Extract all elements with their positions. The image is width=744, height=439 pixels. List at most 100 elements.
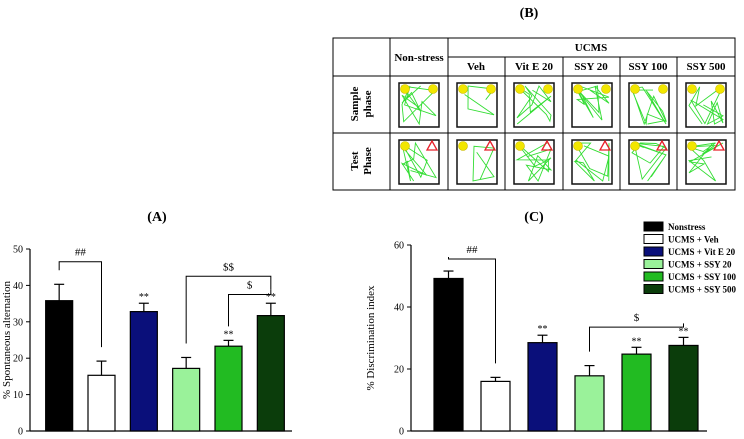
y-tick-label: 60 xyxy=(394,241,404,252)
bar-4 xyxy=(172,367,201,432)
novel-object xyxy=(655,139,669,151)
familiar-object xyxy=(458,141,468,151)
familiar-object xyxy=(573,141,583,151)
y-tick-label: 0 xyxy=(399,427,404,438)
bracket-label: $ xyxy=(247,280,253,292)
legend-label: Nonstress xyxy=(668,222,706,232)
bracket-label: $ xyxy=(634,312,640,324)
familiar-object xyxy=(458,84,468,94)
significance-label: ** xyxy=(266,292,276,303)
table-row-label: phase xyxy=(362,90,374,117)
y-axis-label: % Spontaneous alternation xyxy=(1,281,13,399)
legend-label: UCMS + SSY 20 xyxy=(668,260,732,270)
legend-swatch xyxy=(643,284,664,294)
bar-4 xyxy=(574,375,605,432)
familiar-object xyxy=(515,84,525,94)
panel-label-b: (B) xyxy=(520,6,539,21)
legend-label: UCMS + Veh xyxy=(668,235,719,245)
familiar-object xyxy=(486,84,496,94)
table-col-header: SSY 20 xyxy=(574,61,608,73)
bracket-label: $$ xyxy=(223,261,235,273)
familiar-object xyxy=(428,84,438,94)
bracket-label: ## xyxy=(467,244,479,256)
y-tick-label: 30 xyxy=(13,317,23,328)
legend-swatch xyxy=(643,234,664,244)
comparison-bracket xyxy=(448,257,496,364)
table-col-header: Vit E 20 xyxy=(515,61,554,73)
bar-6 xyxy=(668,344,699,432)
bar-2 xyxy=(480,380,511,432)
novel-object xyxy=(598,139,612,151)
movement-track xyxy=(515,142,553,182)
familiar-object xyxy=(630,84,640,94)
y-tick-label: 20 xyxy=(13,354,23,365)
bar-3 xyxy=(527,342,558,432)
familiar-object xyxy=(601,84,611,94)
chart-spontaneous-alternation: 0 10 20 30 40 50 % Spontaneous alternation ** **… xyxy=(1,245,292,438)
table-group-label: UCMS xyxy=(575,42,607,54)
table-col-header: Veh xyxy=(467,61,485,73)
legend-swatch xyxy=(643,221,664,232)
familiar-object xyxy=(515,141,525,151)
bar-6 xyxy=(256,315,285,432)
comparison-bracket xyxy=(185,275,272,344)
significance-label: ** xyxy=(679,326,689,337)
significance-label: ** xyxy=(224,329,234,340)
comparison-bracket xyxy=(228,289,272,327)
y-tick-label: 20 xyxy=(394,365,404,376)
bar-2 xyxy=(87,374,116,432)
novel-object xyxy=(425,139,439,151)
legend-swatch xyxy=(643,271,664,282)
legend-swatch xyxy=(643,246,664,257)
bracket-label: ## xyxy=(75,247,87,259)
y-tick-label: 0 xyxy=(18,427,23,438)
movement-track xyxy=(573,142,610,182)
bar-1 xyxy=(45,300,74,432)
comparison-bracket xyxy=(589,323,684,352)
y-tick-label: 50 xyxy=(13,245,23,256)
familiar-object xyxy=(658,84,668,94)
table-corner-label: Non-stress xyxy=(394,52,444,64)
movement-track xyxy=(688,85,724,126)
table-row-label: Test xyxy=(349,151,361,170)
familiar-object xyxy=(543,84,553,94)
table-col-header: SSY 500 xyxy=(686,61,726,73)
familiar-object xyxy=(400,141,410,151)
significance-label: ** xyxy=(139,292,149,303)
table-row-label: Sample xyxy=(349,86,361,121)
movement-track xyxy=(631,142,667,182)
legend: Nonstress UCMS + Veh UCMS + Vit E 20 UCMS +… xyxy=(643,221,737,295)
panel-label-a: (A) xyxy=(147,210,167,225)
bar-1 xyxy=(433,277,464,432)
familiar-object xyxy=(630,141,640,151)
familiar-object xyxy=(573,84,583,94)
significance-label: ** xyxy=(632,336,642,347)
novel-object xyxy=(540,139,554,151)
bar-5 xyxy=(621,353,652,432)
y-tick-label: 40 xyxy=(13,281,23,292)
legend-label: UCMS + SSY 100 xyxy=(668,272,737,282)
chart-discrimination-index: 0 20 40 60 % Discrimination index ** ** ** ## $ xyxy=(365,241,707,438)
bar-5 xyxy=(214,345,243,432)
novel-object xyxy=(712,139,726,151)
y-tick-label: 40 xyxy=(394,303,404,314)
legend-label: UCMS + SSY 500 xyxy=(668,285,737,295)
y-axis-label: % Discrimination index xyxy=(365,285,377,391)
familiar-object xyxy=(715,84,725,94)
movement-track xyxy=(401,85,437,126)
track-table: Non-stress UCMS Veh Vit E 20 SSY 20 SSY … xyxy=(332,37,736,191)
movement-track xyxy=(516,85,552,125)
novel-object xyxy=(483,139,497,151)
table-col-header: SSY 100 xyxy=(628,61,668,73)
significance-label: ** xyxy=(538,324,548,335)
panel-label-c: (C) xyxy=(524,210,544,225)
familiar-object xyxy=(687,141,697,151)
table-row-label: Phase xyxy=(362,147,374,175)
familiar-object xyxy=(400,84,410,94)
legend-label: UCMS + Vit E 20 xyxy=(668,247,736,257)
comparison-bracket xyxy=(58,261,102,348)
y-tick-label: 10 xyxy=(13,390,23,401)
bar-3 xyxy=(129,311,158,432)
legend-swatch xyxy=(643,259,664,269)
familiar-object xyxy=(687,84,697,94)
